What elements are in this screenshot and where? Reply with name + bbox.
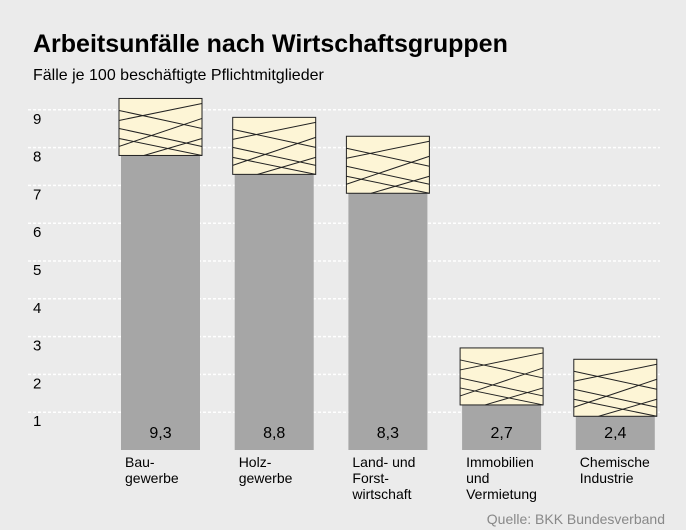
source: Quelle: BKK Bundesverband — [487, 511, 665, 527]
y-tick-label: 9 — [33, 111, 41, 128]
y-tick-label: 6 — [33, 224, 41, 241]
value-label: 8,3 — [377, 425, 399, 442]
chart-title: Arbeitsunfälle nach Wirtschaftsgruppen — [33, 30, 508, 58]
y-tick-label: 2 — [33, 375, 41, 392]
bandage — [346, 136, 429, 193]
y-tick-label: 3 — [33, 338, 41, 355]
value-label: 9,3 — [149, 425, 171, 442]
bandage — [233, 117, 316, 174]
y-tick-label: 1 — [33, 413, 41, 430]
bandage — [460, 348, 543, 405]
bandage — [574, 359, 657, 416]
value-label: 2,7 — [490, 425, 512, 442]
y-tick-label: 5 — [33, 262, 41, 279]
bandage — [119, 98, 202, 155]
value-label: 2,4 — [604, 425, 626, 442]
y-tick-label: 8 — [33, 149, 41, 166]
chart: Arbeitsunfälle nach Wirtschaftsgruppen F… — [0, 0, 686, 530]
chart-subtitle: Fälle je 100 beschäftigte Pflichtmitglie… — [33, 67, 324, 84]
y-tick-label: 4 — [33, 300, 41, 317]
value-label: 8,8 — [263, 425, 285, 442]
y-tick-label: 7 — [33, 186, 41, 203]
